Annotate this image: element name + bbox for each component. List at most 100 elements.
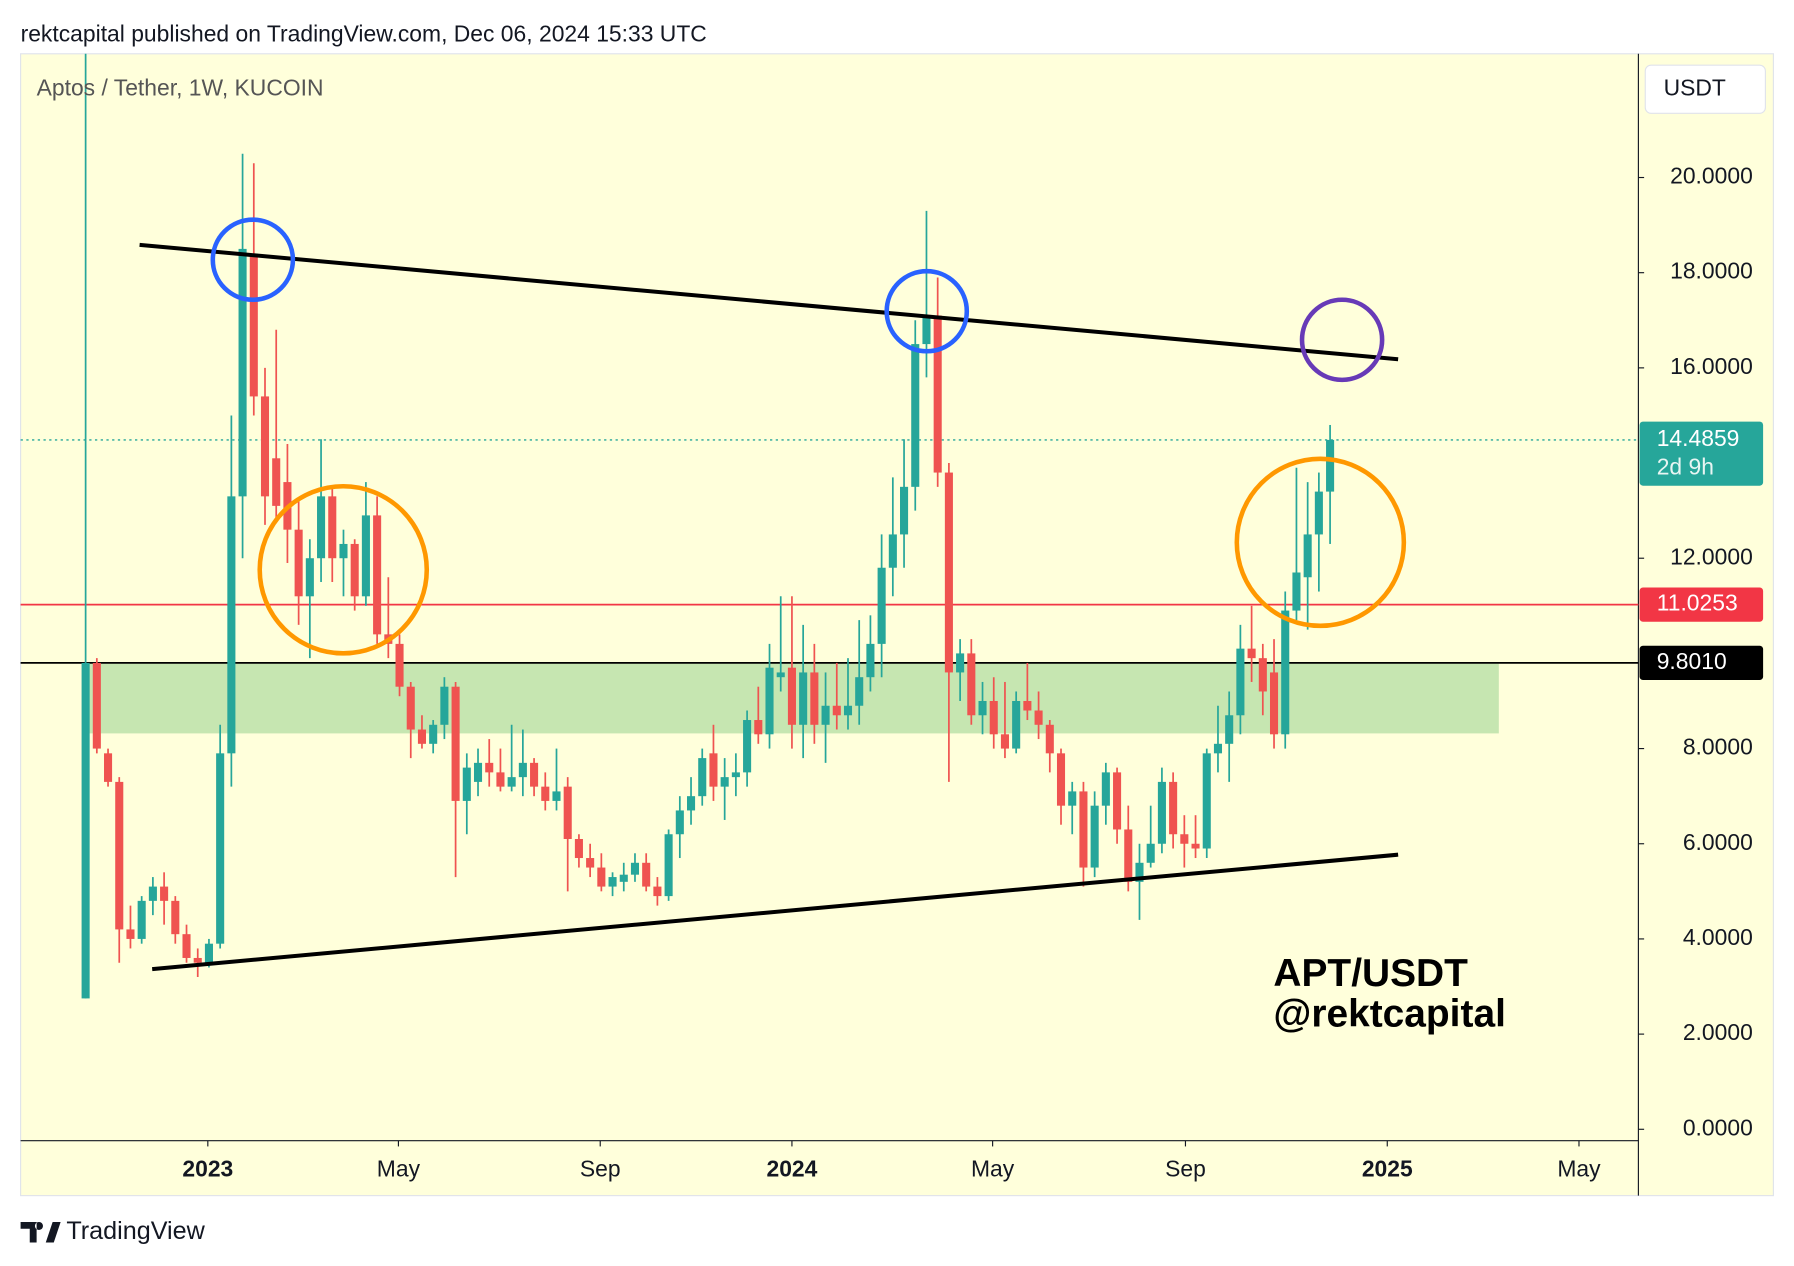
candle-body <box>530 762 539 787</box>
candle-body <box>586 858 595 868</box>
candle-body <box>305 558 314 597</box>
chart-frame <box>20 53 1774 1197</box>
candle-body <box>541 786 550 801</box>
currency-button[interactable] <box>1644 64 1766 114</box>
candle-body <box>1056 753 1066 806</box>
candle-body <box>787 667 796 725</box>
candle-body <box>552 791 561 801</box>
candle-body <box>877 567 886 644</box>
tv-logo <box>20 1221 61 1243</box>
candle-body <box>462 767 471 801</box>
candle-body <box>1303 534 1312 578</box>
currency-label[interactable]: USDT <box>1664 74 1726 100</box>
candle-body <box>1326 439 1335 492</box>
price-label-box <box>1639 645 1764 681</box>
highlight-circle <box>210 217 296 303</box>
candle-body <box>126 929 135 939</box>
x-tick-label: Sep <box>580 1156 621 1182</box>
candle-body <box>350 543 359 597</box>
price-label-box <box>1639 587 1764 622</box>
candle-body <box>832 705 841 716</box>
candle-body <box>810 672 819 725</box>
candle-body <box>406 686 415 730</box>
highlight-circle <box>1299 297 1385 383</box>
candle-body <box>597 867 606 887</box>
x-tick-label: May <box>971 1156 1015 1182</box>
highlight-circle <box>257 483 430 656</box>
candle-body <box>944 472 953 673</box>
candle-body <box>1146 843 1155 863</box>
candle-body <box>1236 648 1245 716</box>
candle-body <box>249 253 258 397</box>
x-tick-label: May <box>377 1156 421 1182</box>
candle-body <box>507 777 516 787</box>
candle-body <box>1157 781 1166 844</box>
candle-body <box>171 900 180 935</box>
candle-body <box>496 772 505 787</box>
candle-body <box>1068 791 1077 806</box>
y-tick-label: 2.0000 <box>1683 1019 1753 1045</box>
candle-body <box>429 724 438 744</box>
x-tick-label: 2023 <box>182 1156 233 1182</box>
candle-body <box>608 877 617 887</box>
candle-body <box>1101 772 1110 806</box>
candle-body <box>765 667 774 735</box>
candle-body <box>821 705 830 725</box>
candle-body <box>933 315 942 473</box>
candle-body <box>630 862 640 875</box>
candle-body <box>911 344 920 487</box>
candle-body <box>104 753 113 782</box>
x-tick-label: May <box>1557 1156 1601 1182</box>
candle-body <box>160 886 169 901</box>
upper-trendline <box>139 242 1399 362</box>
annotation: @rektcapital <box>1273 992 1505 1035</box>
y-tick-label: 20.0000 <box>1670 163 1753 189</box>
candle-body <box>272 458 281 506</box>
candle-body <box>1012 700 1021 749</box>
candle-body <box>956 653 965 673</box>
candle-body <box>664 834 673 897</box>
x-tick-label: 2024 <box>766 1156 817 1182</box>
candle-body <box>1079 791 1088 868</box>
highlight-circle <box>1234 456 1407 629</box>
candle-body <box>339 543 348 559</box>
candle-body <box>81 662 90 999</box>
candle-body <box>967 653 976 716</box>
lower-trendline <box>151 852 1399 972</box>
y-tick-label: 6.0000 <box>1683 829 1753 855</box>
candle-body <box>1023 700 1032 711</box>
candle-body <box>1292 572 1301 611</box>
candle-body <box>148 886 157 901</box>
candle-body <box>1281 610 1290 735</box>
candle-body <box>743 720 752 773</box>
candle-body <box>294 529 303 597</box>
candle-body <box>1090 805 1099 868</box>
x-tick-label: Sep <box>1165 1156 1206 1182</box>
candle-body <box>182 934 191 958</box>
candle-body <box>317 496 326 559</box>
candle-body <box>1258 658 1267 692</box>
y-tick-label: 18.0000 <box>1670 258 1753 284</box>
candle-body <box>843 705 853 716</box>
candle-body <box>227 496 236 754</box>
candle-body <box>1269 672 1279 735</box>
candle-body <box>92 662 101 749</box>
candle-body <box>238 248 247 497</box>
candle-body <box>1135 862 1144 882</box>
candle-body <box>1247 648 1256 659</box>
candle-body <box>395 643 404 687</box>
price-label: 11.0253 <box>1657 590 1738 616</box>
candle-body <box>204 943 213 963</box>
candle-body <box>866 643 875 678</box>
candle-body <box>137 900 146 939</box>
header: rektcapital published on TradingView.com… <box>21 21 707 47</box>
candle-body <box>473 762 483 782</box>
candle-body <box>1314 491 1323 535</box>
candle-body <box>720 777 729 787</box>
candle-body <box>1124 829 1133 882</box>
candle-body <box>1191 843 1200 849</box>
footer-brand: TradingView <box>66 1217 205 1245</box>
candle-body <box>417 729 426 744</box>
y-tick-label: 0.0000 <box>1683 1114 1753 1140</box>
